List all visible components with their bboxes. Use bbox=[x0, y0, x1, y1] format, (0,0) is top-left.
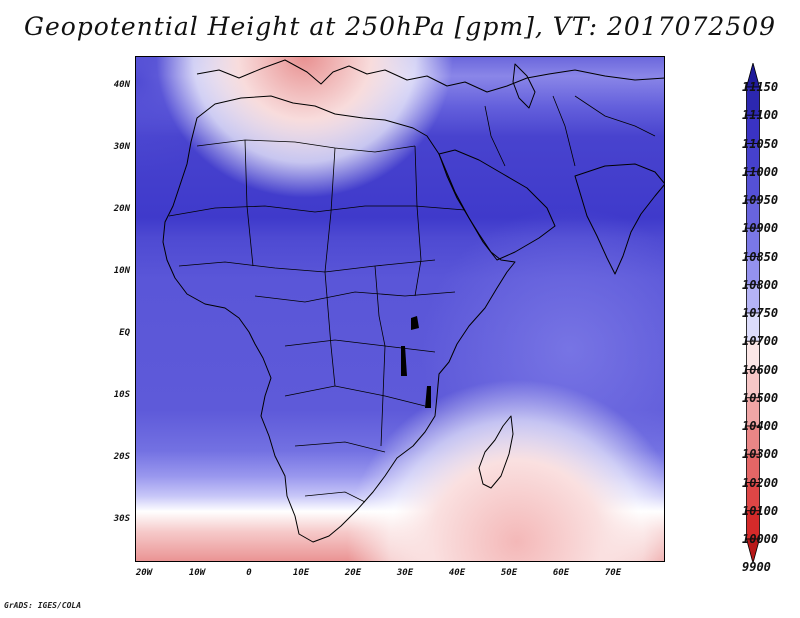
colorbar-level-label: 10500 bbox=[742, 390, 779, 405]
lake-victoria bbox=[411, 316, 419, 330]
geopotential-map bbox=[135, 56, 666, 562]
madagascar-coastline bbox=[478, 415, 514, 489]
colorbar-level-label: 10750 bbox=[742, 306, 779, 320]
colorbar-level-label: 10700 bbox=[742, 334, 779, 349]
colorbar-level-label: 10300 bbox=[742, 447, 779, 462]
lon-label-10e: 10E bbox=[292, 568, 310, 578]
lat-label-20n: 20N bbox=[113, 204, 130, 214]
lon-label-0: 0 bbox=[246, 568, 252, 578]
country-borders bbox=[168, 95, 656, 503]
lat-label-eq: EQ bbox=[119, 328, 130, 338]
lat-label-40n: 40N bbox=[113, 80, 130, 90]
lakes bbox=[401, 316, 431, 408]
colorbar-level-label: 11100 bbox=[742, 108, 779, 123]
credit-label: GrADS: IGES/COLA bbox=[4, 601, 82, 610]
lon-label-20w: 20W bbox=[135, 568, 153, 578]
colorbar-level-label: 11000 bbox=[742, 164, 779, 179]
colorbar-level-label: 10400 bbox=[742, 419, 779, 433]
field-south-tongue bbox=[135, 56, 665, 562]
colorbar-level-label: 10850 bbox=[742, 249, 779, 264]
lat-label-30s: 30S bbox=[113, 514, 130, 524]
colorbar-level-label: 10600 bbox=[742, 362, 779, 377]
colorbar-bottom-arrow bbox=[745, 538, 761, 563]
colorbar-level-label: 10900 bbox=[742, 221, 779, 236]
europe-coastline bbox=[196, 59, 666, 93]
colorbar-level-label: 10200 bbox=[742, 475, 779, 490]
arabia-coastline bbox=[438, 149, 556, 261]
lon-label-60e: 60E bbox=[552, 568, 570, 578]
colorbar-level-label: 11150 bbox=[742, 80, 779, 94]
caspian-coastline bbox=[512, 63, 536, 109]
lat-label-30n: 30N bbox=[113, 142, 130, 152]
lake-malawi bbox=[425, 386, 431, 408]
coastlines bbox=[162, 59, 666, 543]
colorbar-level-label: 10800 bbox=[742, 277, 779, 292]
colorbar bbox=[745, 63, 761, 563]
colorbar-level-label: 11050 bbox=[742, 136, 779, 151]
lon-label-10w: 10W bbox=[188, 568, 206, 578]
lon-label-70e: 70E bbox=[604, 568, 622, 578]
colorbar-level-label: 10100 bbox=[742, 503, 779, 518]
map-title: Geopotential Height at 250hPa [gpm], VT:… bbox=[23, 12, 777, 41]
lat-label-10n: 10N bbox=[113, 266, 130, 276]
lon-label-20e: 20E bbox=[344, 568, 362, 578]
map-panel bbox=[135, 56, 666, 562]
map-frame bbox=[135, 56, 665, 562]
colorbar-level-label: 9900 bbox=[742, 560, 771, 575]
india-coastline bbox=[574, 163, 666, 275]
colorbar-level-label: 10000 bbox=[742, 532, 779, 546]
colorbar-level-label: 10950 bbox=[742, 193, 779, 207]
lat-label-20s: 20S bbox=[113, 452, 130, 462]
lon-label-40e: 40E bbox=[448, 568, 466, 578]
lake-tanganyika bbox=[401, 346, 407, 376]
lat-label-10s: 10S bbox=[113, 390, 130, 400]
lon-label-30e: 30E bbox=[396, 568, 414, 578]
lon-label-50e: 50E bbox=[500, 568, 518, 578]
africa-coastline bbox=[162, 95, 516, 543]
